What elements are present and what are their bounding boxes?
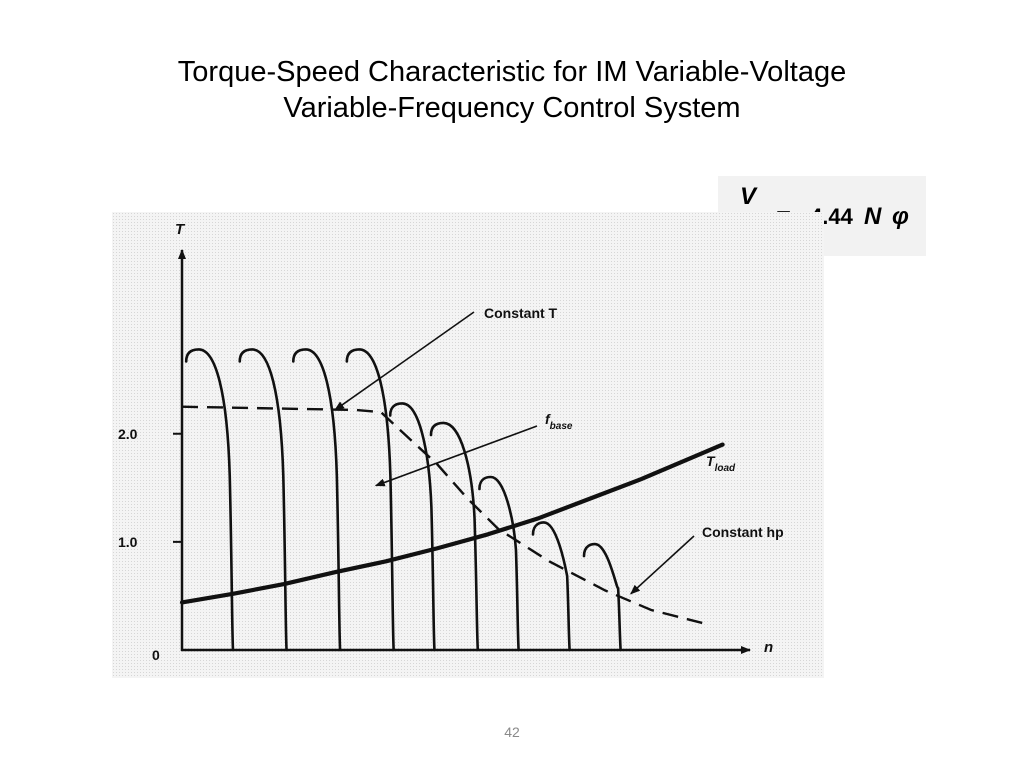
torque-speed-curve-7 — [478, 475, 520, 652]
motor-curves-layer — [184, 348, 622, 652]
torque-speed-curve-9 — [582, 542, 622, 652]
origin-label: 0 — [152, 647, 160, 663]
slide-title-line2: Variable-Frequency Control System — [283, 92, 741, 124]
torque-speed-curve-6 — [429, 421, 480, 652]
y-tick-label: 1.0 — [118, 534, 138, 550]
annotation-constant-T-arrow — [334, 311, 475, 411]
annotation-T-load: Tload — [706, 453, 736, 474]
annotation-constant-hp-text: Constant hp — [702, 524, 784, 540]
annotation-f-base-arrow — [374, 425, 538, 487]
annotation-constant-T: Constant T — [484, 305, 558, 321]
annotation-f-base-text: f — [545, 411, 551, 427]
annotation-constant-hp-arrow — [630, 535, 695, 595]
page-number: 42 — [504, 724, 520, 740]
x-axis-label: n — [764, 639, 773, 656]
formula-N: N — [864, 203, 882, 230]
torque-speed-chart: 1.0 2.0 T n 0 Constant T fbase Tload Cons… — [118, 221, 784, 663]
slide-title: Torque-Speed Characteristic for IM Varia… — [0, 54, 1024, 126]
y-ticks-layer: 1.0 2.0 — [118, 426, 182, 550]
annotation-T-load-subscript: load — [715, 463, 736, 474]
load-torque-curve — [179, 442, 725, 605]
annotation-constant-hp: Constant hp — [702, 524, 784, 540]
annotation-constant-T-text: Constant T — [484, 305, 558, 321]
overlay-lines-layer — [179, 405, 725, 625]
formula-numerator: V — [740, 183, 758, 210]
annotation-T-load-text: T — [706, 453, 716, 469]
torque-speed-curve-1 — [184, 348, 235, 652]
y-axis-label: T — [175, 221, 186, 238]
torque-speed-curve-2 — [238, 348, 288, 652]
torque-speed-curve-4 — [345, 348, 395, 652]
annotation-f-base: fbase — [545, 411, 573, 432]
torque-speed-curve-8 — [531, 521, 571, 652]
torque-speed-curve-5 — [388, 402, 436, 652]
slide-title-line1: Torque-Speed Characteristic for IM Varia… — [177, 56, 847, 88]
annotations-layer: Constant T fbase Tload Constant hp — [334, 305, 784, 595]
y-tick-label: 2.0 — [118, 426, 138, 442]
formula-phi: φ — [892, 203, 909, 230]
chart-container: 1.0 2.0 T n 0 Constant T fbase Tload Cons… — [112, 212, 824, 678]
annotation-f-base-subscript: base — [550, 421, 573, 432]
constant-torque-envelope-line — [181, 405, 703, 625]
torque-speed-curve-3 — [292, 348, 342, 652]
